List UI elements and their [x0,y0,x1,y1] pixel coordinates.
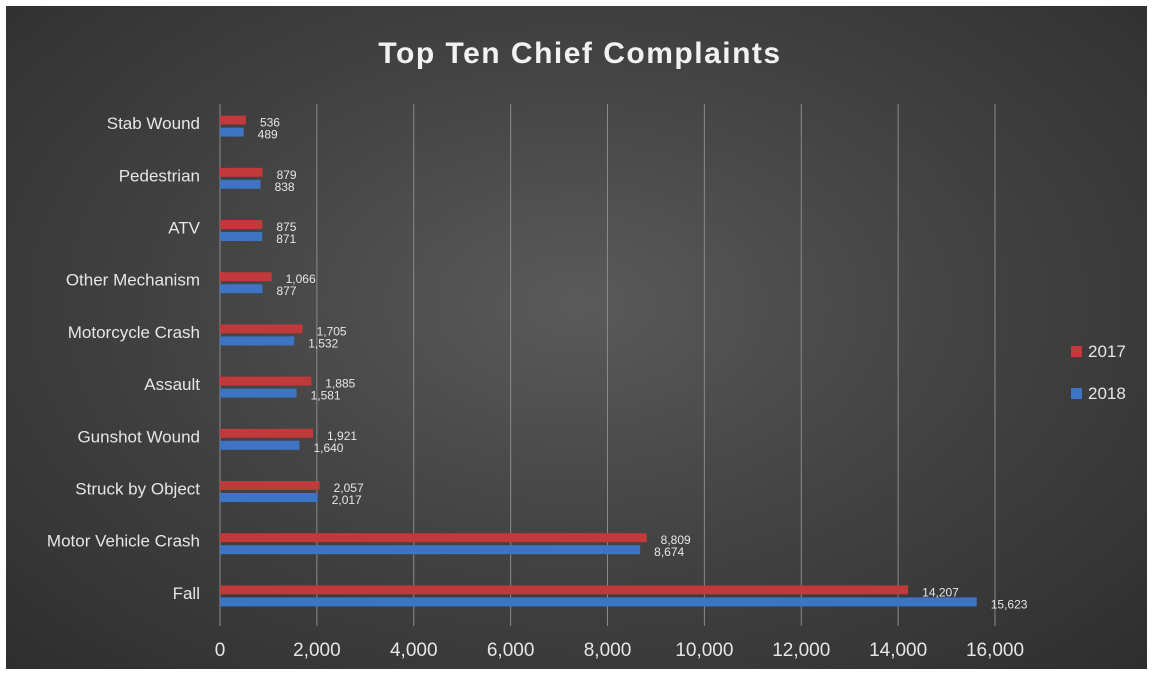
data-label: 8,674 [654,545,684,559]
data-label: 1,640 [313,441,343,455]
data-label: 489 [258,128,278,142]
data-label: 877 [276,284,296,298]
x-tick-label: 6,000 [487,640,535,661]
data-label: 15,623 [991,597,1028,611]
bar-chart: Top Ten Chief Complaints 14,207 15,623 8,8… [47,37,1126,661]
category-label: Motorcycle Crash [68,323,200,342]
x-tick-label: 16,000 [966,640,1024,661]
chart-title: Top Ten Chief Complaints [378,37,781,70]
grid-lines [219,104,996,626]
data-label: 1,532 [308,336,338,350]
data-label: 1,066 [286,272,316,286]
category-axis: Fall Motor Vehicle Crash Struck by Object G… [47,114,201,603]
data-label: 2,057 [334,481,364,495]
bar-2018-4 [220,388,297,398]
bar-2018-3 [220,440,300,450]
data-label: 1,705 [317,324,347,338]
x-tick-label: 2,000 [293,640,341,661]
data-label: 8,809 [661,533,691,547]
category-label: Assault [144,375,200,394]
data-label: 14,207 [922,585,959,599]
data-label: 879 [277,168,297,182]
legend-swatch-2017 [1071,346,1082,357]
legend-label: 2017 [1088,342,1126,361]
bar-2017-7 [220,220,263,229]
data-label: 2,017 [332,493,362,507]
legend-label: 2018 [1088,384,1126,403]
x-tick-label: 14,000 [869,640,927,661]
category-label: Gunshot Wound [77,427,200,446]
x-tick-label: 0 [215,640,226,661]
bar-2018-5 [220,336,295,346]
bar-2017-6 [220,272,272,282]
x-tick-label: 10,000 [675,640,733,661]
category-label: ATV [168,219,200,238]
bars [220,115,977,607]
legend-swatch-2018 [1071,388,1082,399]
data-label: 838 [275,180,295,194]
data-label: 871 [276,232,296,246]
chart-frame: Top Ten Chief Complaints 14,207 15,623 8,8… [6,6,1147,669]
bar-2018-6 [220,284,263,294]
data-label: 1,921 [327,429,357,443]
category-label: Stab Wound [107,114,200,133]
bar-2017-9 [220,115,246,125]
bar-2018-1 [220,545,641,555]
bar-2017-4 [220,376,312,386]
data-label: 875 [276,220,296,234]
x-tick-label: 8,000 [584,640,632,661]
category-label: Fall [173,584,200,603]
bar-2017-2 [220,481,320,490]
bar-2018-8 [220,179,261,189]
bar-2017-3 [220,428,314,438]
bar-2018-7 [220,232,263,241]
category-label: Struck by Object [75,480,200,499]
bar-2017-0 [220,585,909,595]
bar-2018-9 [220,127,244,137]
bar-2018-0 [220,597,977,607]
value-axis: 0 2,000 4,000 6,000 8,000 10,000 12,000 14,000 1… [215,640,1024,661]
data-label: 536 [260,116,280,130]
category-label: Pedestrian [119,166,200,185]
bar-2018-2 [220,493,318,502]
bar-2017-8 [220,167,263,177]
data-label: 1,581 [311,389,341,403]
x-tick-label: 12,000 [772,640,830,661]
x-tick-label: 4,000 [390,640,438,661]
bar-2017-5 [220,324,303,334]
legend: 2017 2018 [1071,342,1126,403]
data-label: 1,885 [325,377,355,391]
category-label: Motor Vehicle Crash [47,532,200,551]
category-label: Other Mechanism [66,271,200,290]
bar-2017-1 [220,533,647,543]
